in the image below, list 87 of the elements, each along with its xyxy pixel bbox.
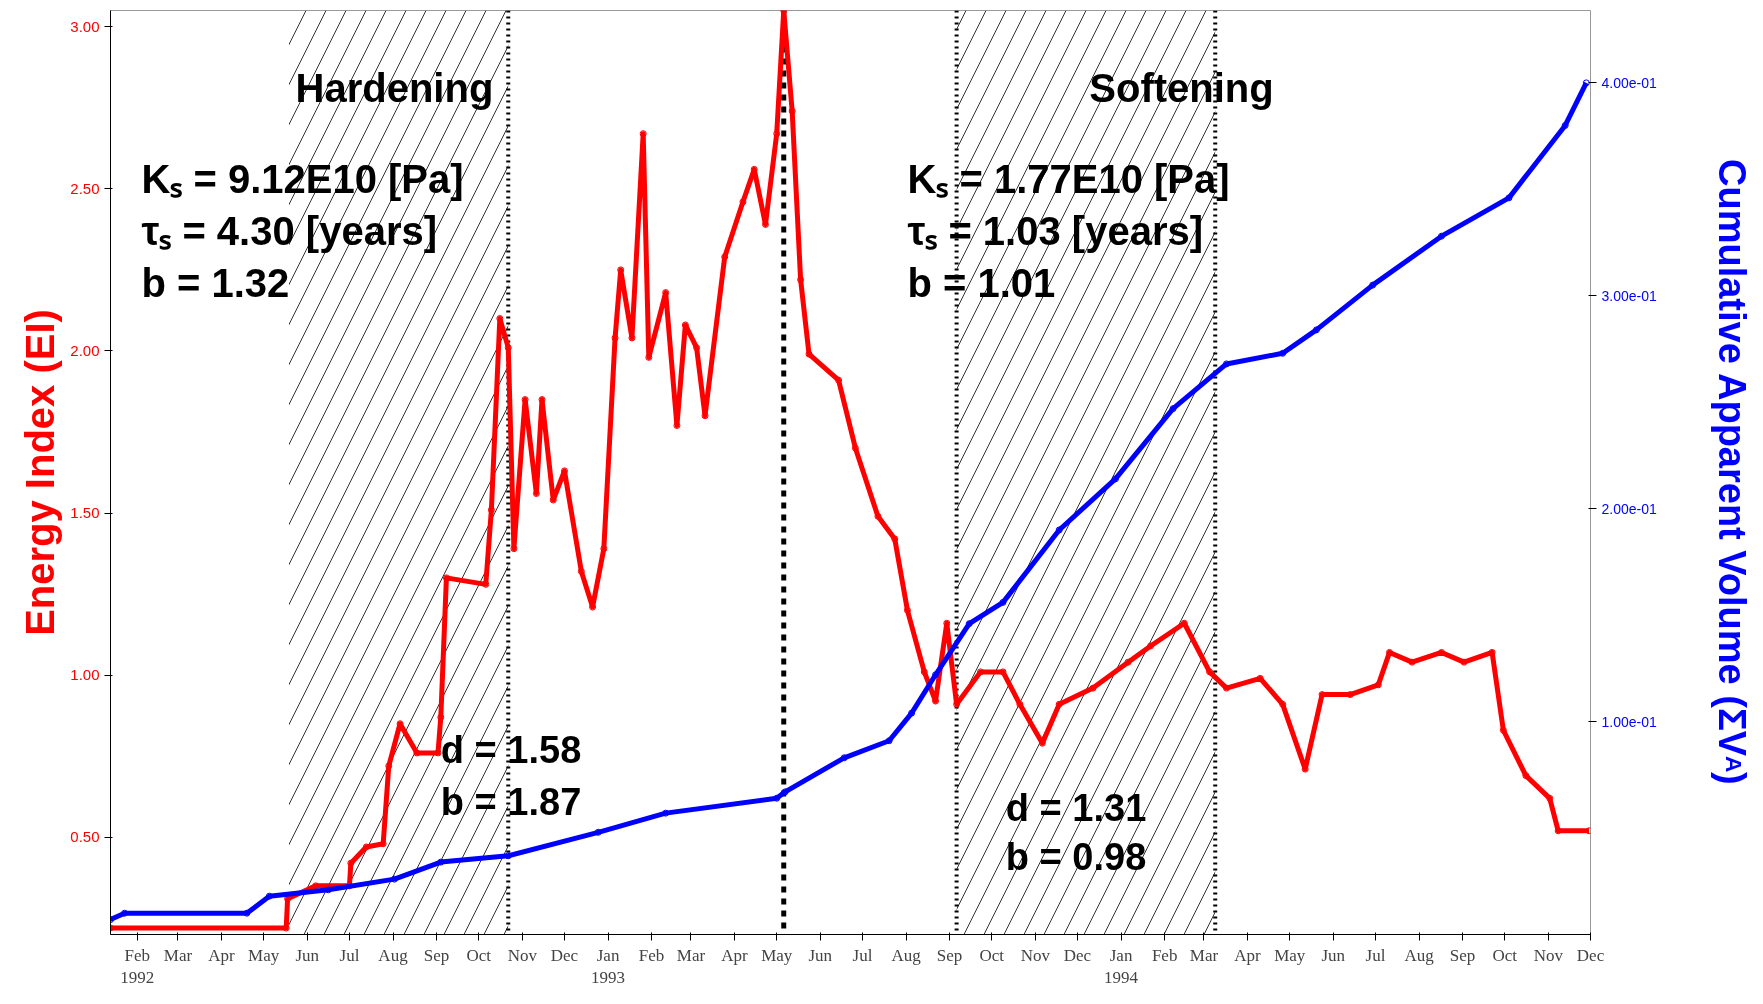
- x-tick-label: May: [248, 945, 280, 965]
- x-tick-label: Mar: [163, 945, 193, 965]
- point: [840, 754, 848, 762]
- x-tick-label: Oct: [1492, 945, 1518, 965]
- annotation: τₛ = 1.03 [years]: [907, 208, 1204, 253]
- x-tick-label: Sep: [936, 945, 963, 965]
- point: [504, 852, 512, 860]
- x-tick-label: Jun: [808, 945, 833, 965]
- point: [1279, 349, 1287, 357]
- x-tick-label: Dec: [1576, 945, 1605, 965]
- y2-tick-label: 3.00e-01: [1601, 287, 1657, 304]
- y-tick-label: 3.00: [70, 17, 100, 35]
- x-tick-label: Aug: [378, 945, 409, 965]
- x-tick-label: Nov: [1533, 945, 1564, 965]
- x-tick-label: Jul: [852, 945, 873, 965]
- x-tick-label: Jul: [1365, 945, 1386, 965]
- annotation: b = 1.32: [141, 260, 290, 305]
- point: [932, 671, 940, 679]
- annotation: Hardening: [295, 66, 494, 111]
- annotation: τₛ = 4.30 [years]: [141, 208, 438, 253]
- x-tick-label: Apr: [721, 945, 749, 965]
- x-tick-label: Apr: [208, 945, 236, 965]
- point: [1055, 526, 1063, 534]
- point: [243, 909, 251, 917]
- point: [773, 794, 781, 802]
- point: [1369, 281, 1377, 289]
- x-tick-label: Feb 1992: [120, 945, 155, 988]
- y2-axis-title: Cumulative Apparent Volume (ΣVA): [1710, 157, 1755, 788]
- point: [1438, 232, 1446, 240]
- point: [1312, 326, 1320, 334]
- point: [1561, 121, 1569, 129]
- x-tick-label: Nov: [1020, 945, 1051, 965]
- annotation: b = 1.01: [907, 260, 1056, 305]
- point: [324, 886, 332, 894]
- point: [781, 788, 789, 796]
- annotation: Softening: [1089, 66, 1274, 111]
- x-tick-label: Jun: [1321, 945, 1346, 965]
- point: [1111, 475, 1119, 483]
- y-tick-label: 2.50: [70, 179, 100, 197]
- y-tick-label: 1.50: [70, 504, 100, 522]
- y-tick-label: 1.00: [70, 666, 100, 684]
- x-tick-label: Jan 1994: [1104, 945, 1139, 988]
- annotation: d = 1.31: [1005, 787, 1147, 830]
- x-tick-label: Jul: [339, 945, 360, 965]
- point: [965, 620, 973, 628]
- annotation: d = 1.58: [440, 728, 582, 771]
- annotation: b = 0.98: [1005, 835, 1147, 878]
- y-tick-label: 2.00: [70, 341, 100, 359]
- x-tick-label: Dec: [550, 945, 579, 965]
- x-tick-label: Aug: [1404, 945, 1435, 965]
- x-tick-label: Jun: [295, 945, 320, 965]
- y-axis-title: Energy Index (EI): [18, 309, 63, 636]
- point: [265, 892, 273, 900]
- point: [908, 709, 916, 717]
- point: [437, 858, 445, 866]
- x-tick-label: Mar: [676, 945, 706, 965]
- x-tick-label: Apr: [1234, 945, 1262, 965]
- x-tick-label: Feb: [638, 945, 665, 965]
- y-tick-label: 0.50: [70, 828, 100, 846]
- x-tick-label: Aug: [891, 945, 922, 965]
- point: [1222, 360, 1230, 368]
- x-tick-label: May: [1274, 945, 1306, 965]
- point: [1505, 194, 1513, 202]
- y2-tick-label: 1.00e-01: [1601, 713, 1657, 730]
- x-tick-label: Jan 1993: [591, 945, 626, 988]
- point: [594, 828, 602, 836]
- annotation: b = 1.87: [440, 780, 582, 823]
- x-tick-label: May: [761, 945, 793, 965]
- point: [885, 737, 893, 745]
- y2-tick-label: 2.00e-01: [1601, 500, 1657, 517]
- x-tick-label: Oct: [466, 945, 492, 965]
- y2-tick-label: 4.00e-01: [1601, 74, 1657, 91]
- point: [662, 809, 670, 817]
- annotation: Kₛ = 9.12E10 [Pa]: [141, 157, 464, 202]
- x-tick-label: Feb: [1151, 945, 1178, 965]
- point: [390, 875, 398, 883]
- annotation: Kₛ = 1.77E10 [Pa]: [907, 157, 1230, 202]
- point: [999, 598, 1007, 606]
- point: [1582, 79, 1590, 87]
- x-tick-label: Sep: [423, 945, 450, 965]
- x-tick-label: Mar: [1189, 945, 1219, 965]
- point: [121, 909, 129, 917]
- x-tick-label: Nov: [507, 945, 538, 965]
- point: [1169, 405, 1177, 413]
- x-tick-label: Oct: [979, 945, 1005, 965]
- x-tick-label: Dec: [1063, 945, 1092, 965]
- x-tick-label: Sep: [1449, 945, 1476, 965]
